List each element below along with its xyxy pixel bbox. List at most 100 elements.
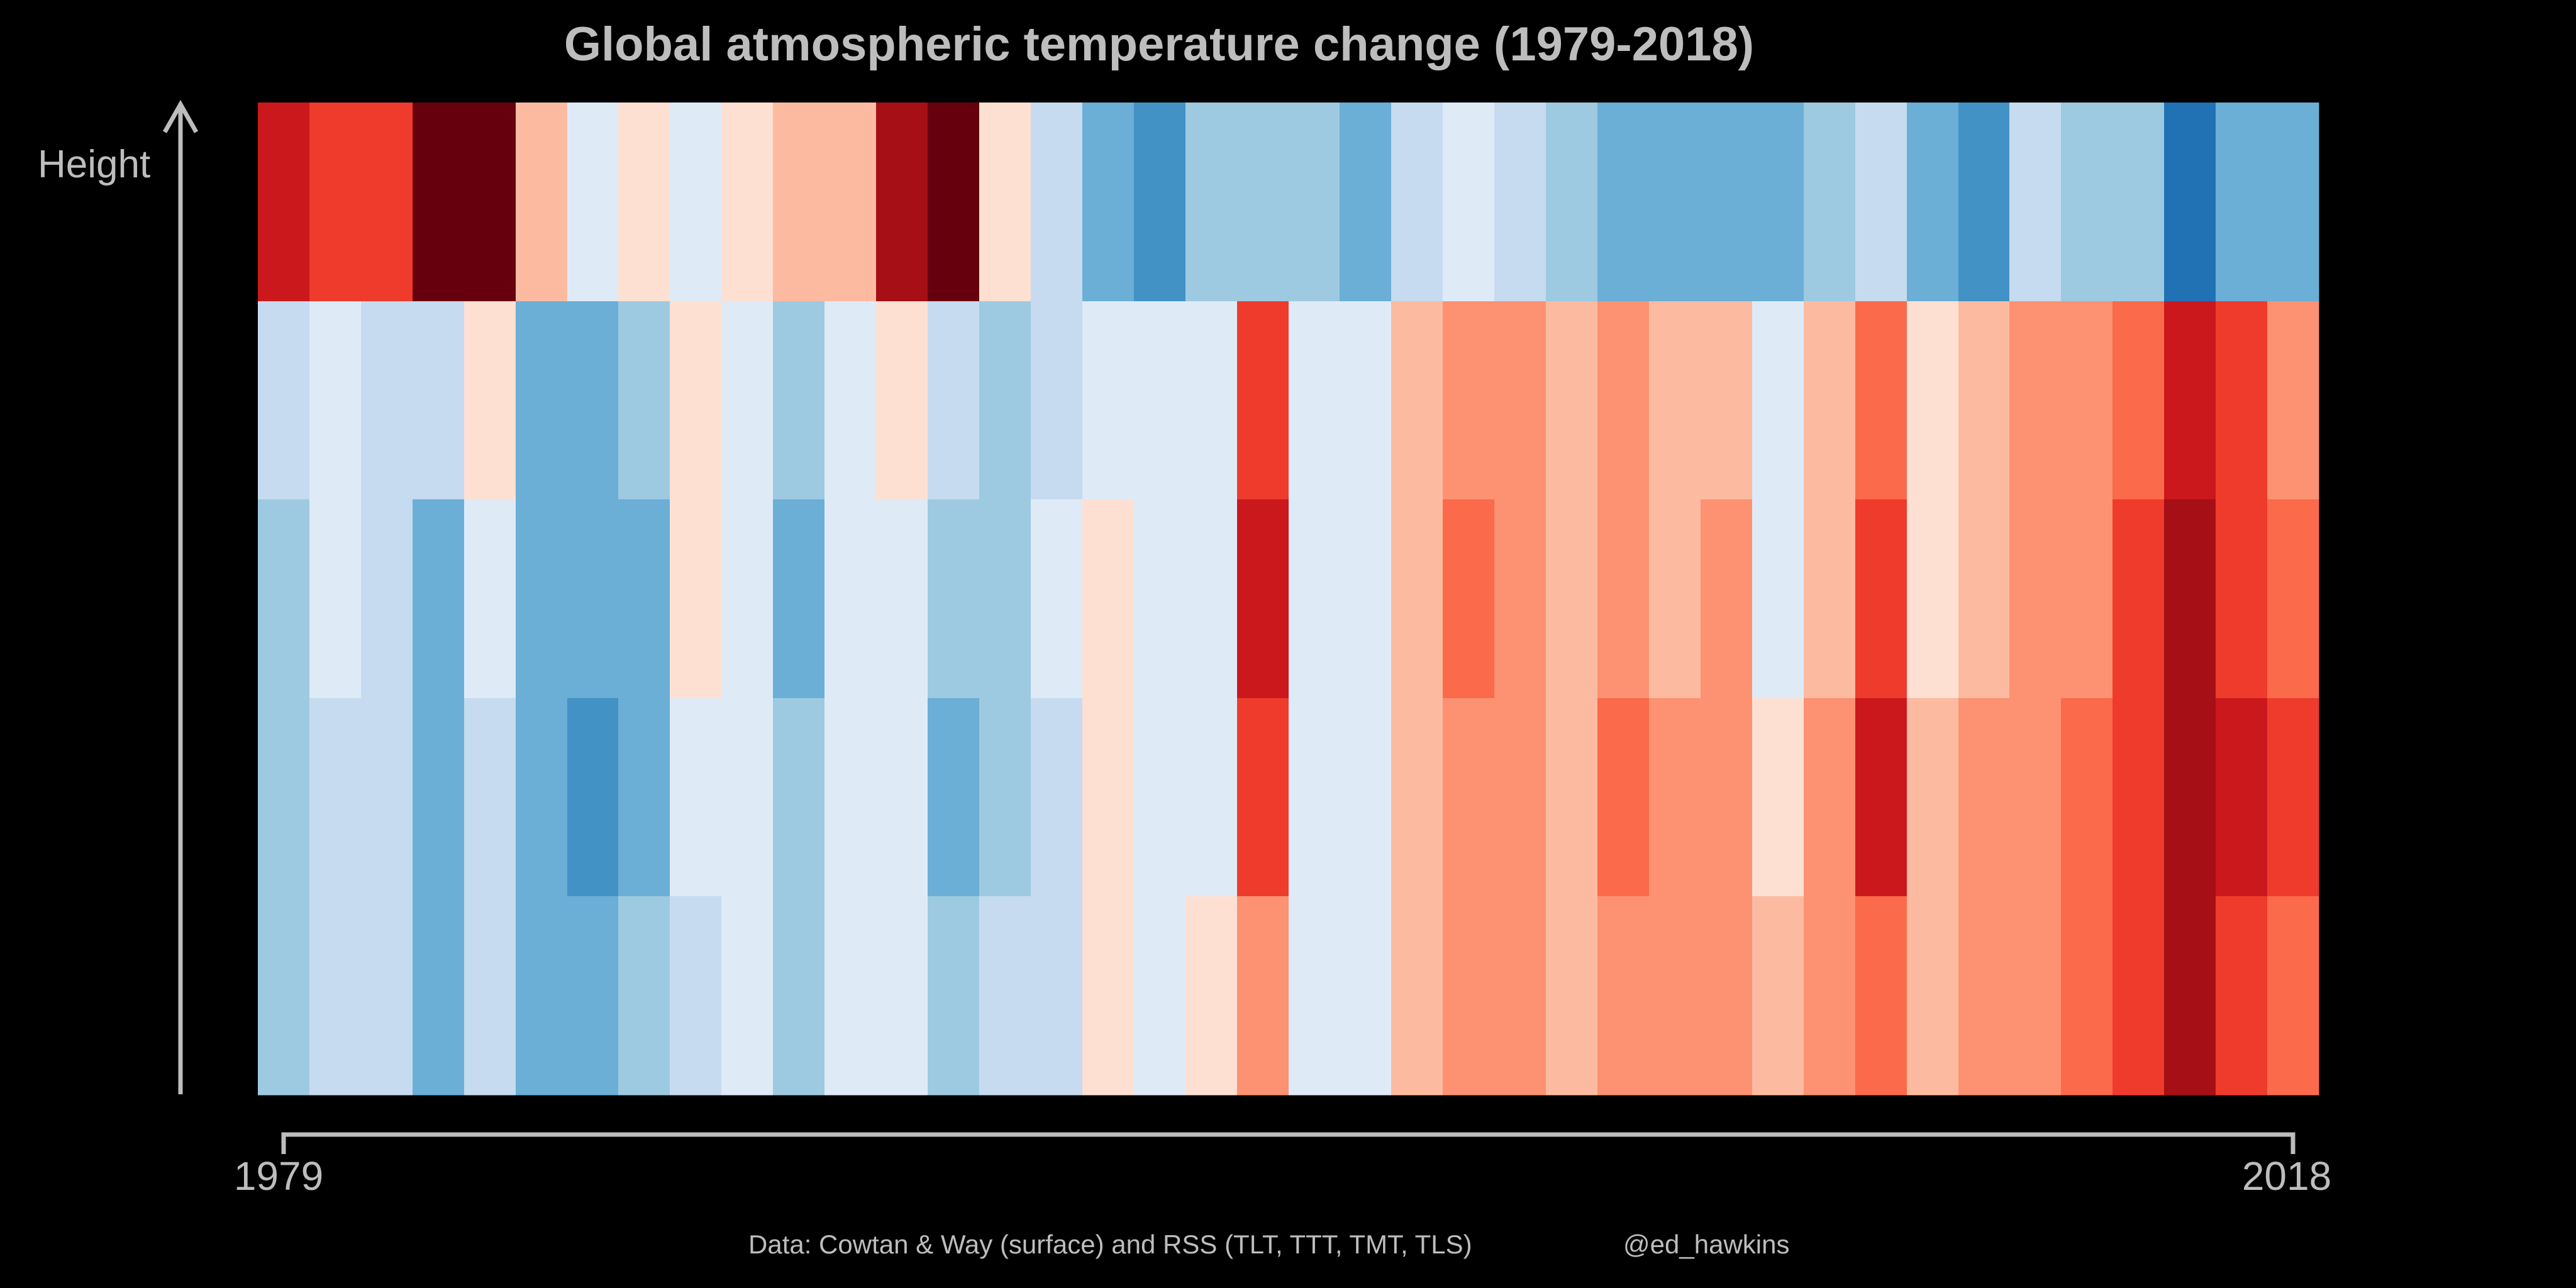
heatmap-cell-2011-row1 <box>1907 301 1959 500</box>
heatmap-cell-2004-row3 <box>1546 698 1598 897</box>
heatmap-cell-1991-row4 <box>876 896 928 1096</box>
heatmap-cell-2010-row1 <box>1855 301 1907 500</box>
heatmap-cell-1995-row1 <box>1082 301 1135 500</box>
heatmap-cell-1984-row2 <box>516 499 568 699</box>
heatmap-cell-1984-row1 <box>516 301 568 500</box>
heatmap-cell-2002-row2 <box>1443 499 1495 699</box>
heatmap-cell-2005-row0 <box>1597 103 1650 302</box>
heatmap-cell-1990-row0 <box>824 103 877 302</box>
heatmap-cell-1985-row2 <box>567 499 619 699</box>
heatmap-cell-2009-row0 <box>1804 103 1856 302</box>
heatmap-cell-1990-row2 <box>824 499 877 699</box>
heatmap-cell-1992-row2 <box>928 499 980 699</box>
heatmap-cell-1994-row0 <box>1031 103 1083 302</box>
heatmap-cell-2007-row1 <box>1701 301 1753 500</box>
heatmap-cell-2007-row0 <box>1701 103 1753 302</box>
x-tick-label-start: 1979 <box>234 1153 323 1199</box>
heatmap-cell-1979-row3 <box>258 698 310 897</box>
heatmap-cell-1986-row2 <box>618 499 670 699</box>
heatmap-cell-2015-row0 <box>2112 103 2165 302</box>
heatmap-cell-1991-row2 <box>876 499 928 699</box>
heatmap-cell-1993-row1 <box>979 301 1031 500</box>
heatmap-cell-1988-row4 <box>721 896 774 1096</box>
heatmap-cell-1986-row0 <box>618 103 670 302</box>
heatmap-cell-2013-row0 <box>2009 103 2062 302</box>
heatmap-cell-1997-row3 <box>1185 698 1238 897</box>
heatmap-cell-2016-row1 <box>2164 301 2216 500</box>
heatmap-cell-2007-row3 <box>1701 698 1753 897</box>
heatmap-cell-2001-row2 <box>1391 499 1443 699</box>
heatmap-cell-1983-row1 <box>464 301 516 500</box>
heatmap-cell-1989-row1 <box>773 301 825 500</box>
heatmap-cell-1981-row1 <box>361 301 413 500</box>
arrowhead-icon <box>162 99 199 133</box>
heatmap-cell-1989-row0 <box>773 103 825 302</box>
heatmap-cell-1998-row2 <box>1237 499 1289 699</box>
heatmap-cell-2001-row1 <box>1391 301 1443 500</box>
heatmap-cell-2016-row3 <box>2164 698 2216 897</box>
heatmap-cell-1979-row1 <box>258 301 310 500</box>
x-axis-bracket <box>281 1132 2296 1154</box>
heatmap-cell-2011-row0 <box>1907 103 1959 302</box>
heatmap-cell-1983-row2 <box>464 499 516 699</box>
heatmap-cell-1997-row0 <box>1185 103 1238 302</box>
heatmap-cell-1988-row0 <box>721 103 774 302</box>
heatmap-cell-2004-row4 <box>1546 896 1598 1096</box>
y-axis-arrow <box>162 99 199 1094</box>
heatmap-cell-2010-row3 <box>1855 698 1907 897</box>
heatmap-cell-2006-row1 <box>1649 301 1701 500</box>
heatmap-cell-2018-row1 <box>2267 301 2319 500</box>
heatmap-cell-1992-row3 <box>928 698 980 897</box>
heatmap-cell-1994-row2 <box>1031 499 1083 699</box>
heatmap-cell-2013-row4 <box>2009 896 2062 1096</box>
heatmap-cell-1985-row3 <box>567 698 619 897</box>
heatmap-cell-1979-row4 <box>258 896 310 1096</box>
heatmap-cell-2018-row0 <box>2267 103 2319 302</box>
heatmap-cell-2016-row4 <box>2164 896 2216 1096</box>
heatmap-cell-2012-row4 <box>1958 896 2010 1096</box>
heatmap-cell-1988-row1 <box>721 301 774 500</box>
heatmap-cell-1985-row4 <box>567 896 619 1096</box>
heatmap-cell-2010-row2 <box>1855 499 1907 699</box>
heatmap-cell-1982-row0 <box>413 103 465 302</box>
heatmap-cell-1980-row1 <box>309 301 362 500</box>
heatmap-cell-1983-row0 <box>464 103 516 302</box>
heatmap-cell-1986-row4 <box>618 896 670 1096</box>
heatmap-cell-2015-row3 <box>2112 698 2165 897</box>
heatmap-cell-1980-row2 <box>309 499 362 699</box>
heatmap-cell-1989-row3 <box>773 698 825 897</box>
heatmap-cell-1997-row4 <box>1185 896 1238 1096</box>
heatmap-cell-2004-row1 <box>1546 301 1598 500</box>
heatmap-cell-1996-row4 <box>1134 896 1186 1096</box>
heatmap-cell-2008-row2 <box>1752 499 1804 699</box>
heatmap-cell-2003-row2 <box>1494 499 1546 699</box>
heatmap-cell-2018-row3 <box>2267 698 2319 897</box>
heatmap-cell-1995-row2 <box>1082 499 1135 699</box>
heatmap-cell-1980-row3 <box>309 698 362 897</box>
heatmap-cell-2003-row0 <box>1494 103 1546 302</box>
heatmap-cell-2008-row1 <box>1752 301 1804 500</box>
heatmap-cell-1993-row2 <box>979 499 1031 699</box>
heatmap-cell-2009-row3 <box>1804 698 1856 897</box>
heatmap-cell-2005-row1 <box>1597 301 1650 500</box>
heatmap-cell-2004-row0 <box>1546 103 1598 302</box>
heatmap-cell-1999-row0 <box>1289 103 1340 302</box>
heatmap-cell-1986-row3 <box>618 698 670 897</box>
heatmap-cell-2016-row0 <box>2164 103 2216 302</box>
heatmap-cell-1994-row4 <box>1031 896 1083 1096</box>
heatmap-cell-1987-row3 <box>670 698 722 897</box>
heatmap-cell-2000-row2 <box>1340 499 1392 699</box>
heatmap-cell-1998-row0 <box>1237 103 1289 302</box>
heatmap-cell-1986-row1 <box>618 301 670 500</box>
heatmap-cell-2001-row3 <box>1391 698 1443 897</box>
heatmap-cell-1979-row0 <box>258 103 310 302</box>
heatmap-cell-2000-row3 <box>1340 698 1392 897</box>
heatmap-cell-2015-row2 <box>2112 499 2165 699</box>
heatmap-cell-2016-row2 <box>2164 499 2216 699</box>
heatmap-cell-1988-row3 <box>721 698 774 897</box>
heatmap-cell-2017-row4 <box>2216 896 2268 1096</box>
heatmap-cell-1989-row4 <box>773 896 825 1096</box>
heatmap-cell-2000-row1 <box>1340 301 1392 500</box>
heatmap-cell-2014-row1 <box>2061 301 2113 500</box>
heatmap-cell-1991-row1 <box>876 301 928 500</box>
